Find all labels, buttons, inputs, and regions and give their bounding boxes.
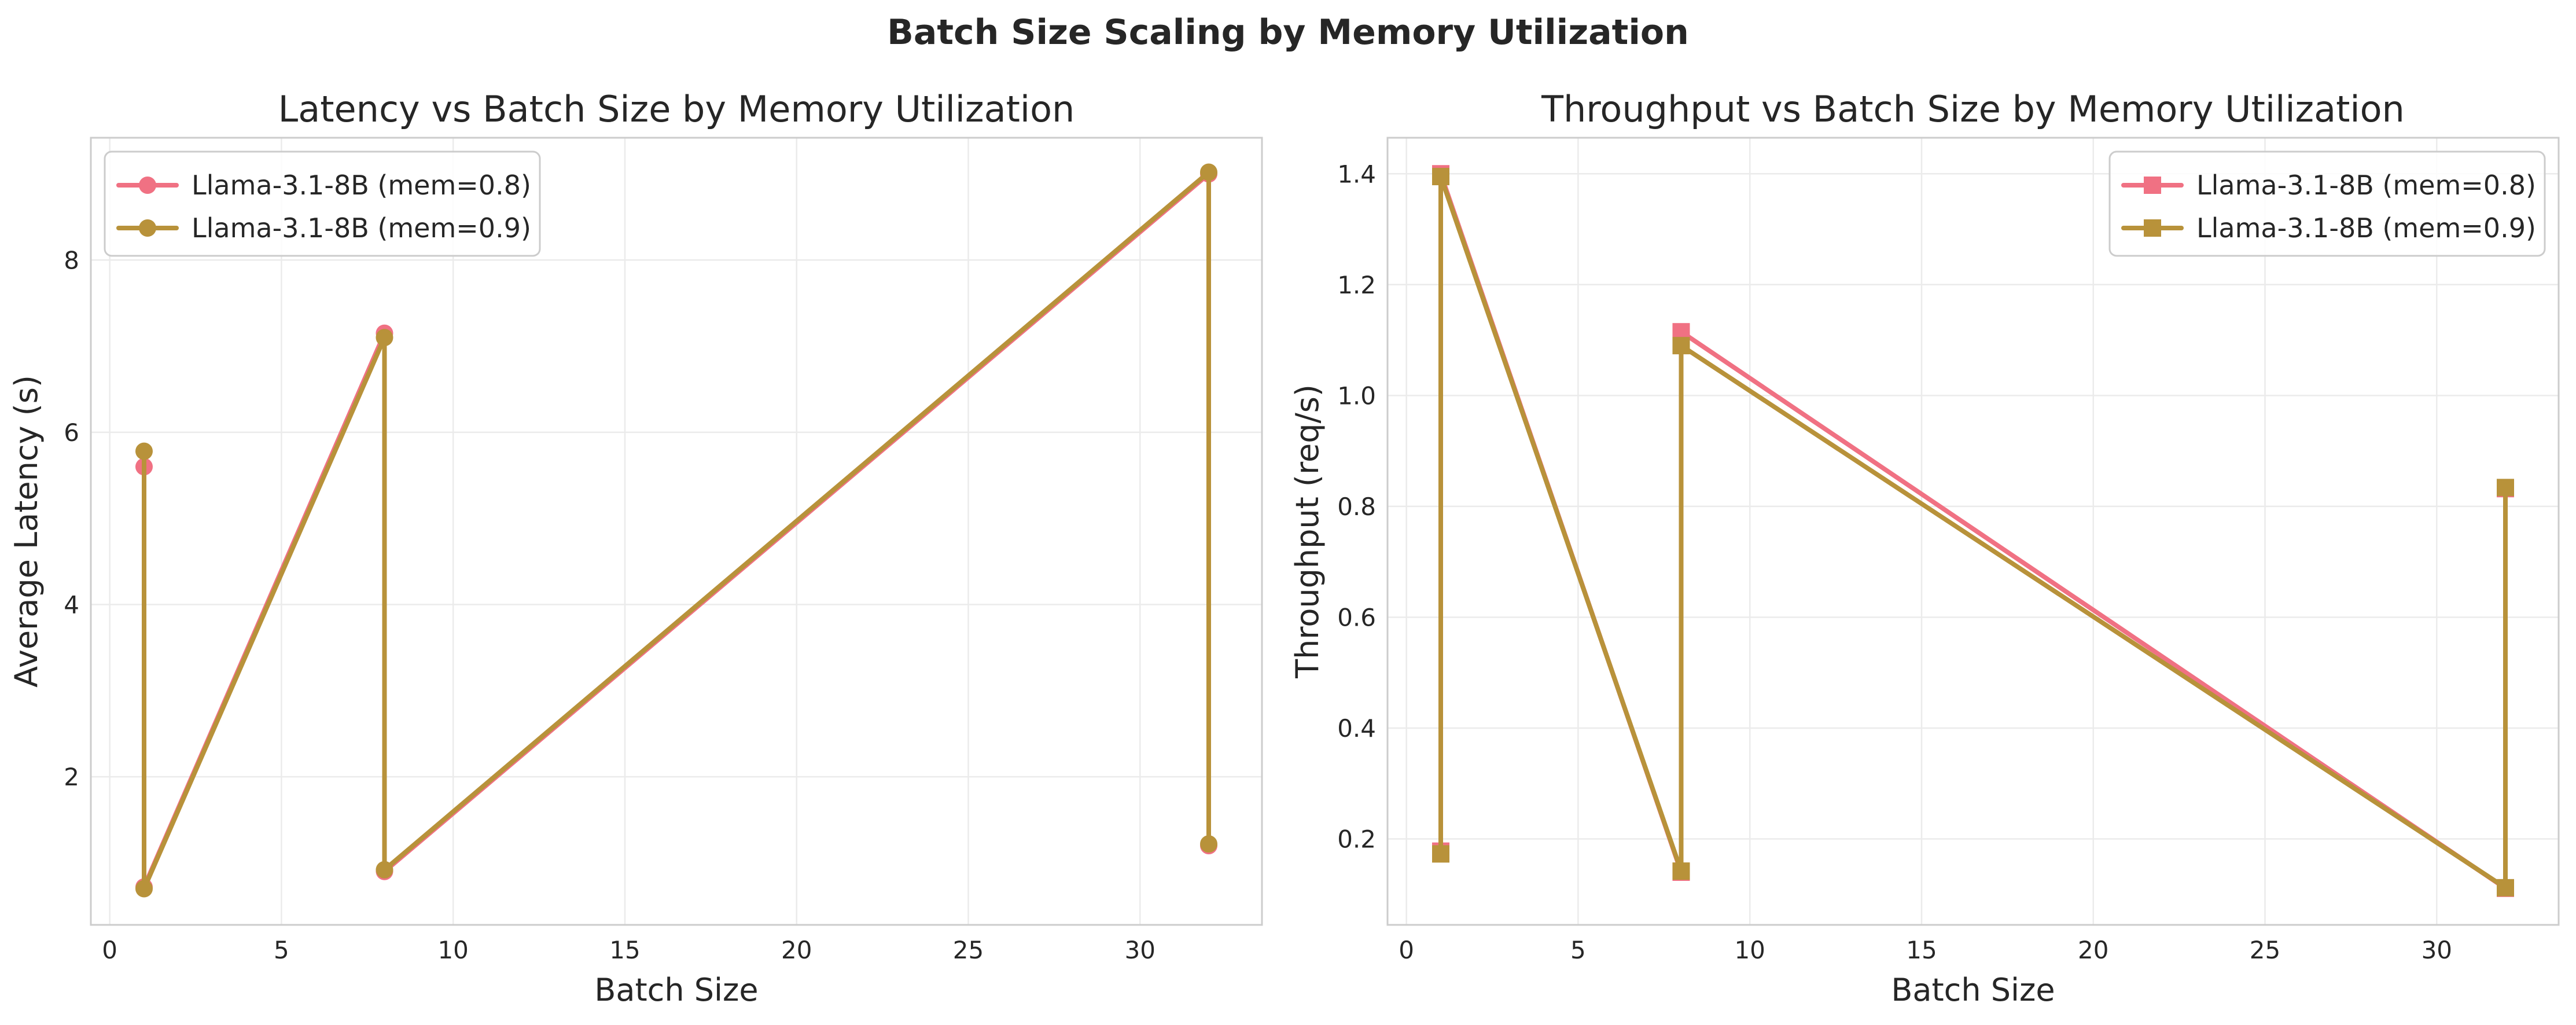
x-tick-label: 0 — [102, 936, 117, 964]
legend-marker — [139, 177, 156, 194]
y-tick-label: 0.8 — [1337, 493, 1376, 521]
x-tick-label: 30 — [1125, 936, 1155, 964]
subplot-title: Latency vs Batch Size by Memory Utilizat… — [278, 88, 1075, 130]
y-tick-label: 0.2 — [1337, 825, 1376, 854]
x-axis-label: Batch Size — [594, 972, 758, 1008]
series-line — [1438, 174, 2508, 890]
series-1 — [135, 165, 1217, 896]
x-tick-label: 5 — [274, 936, 289, 964]
x-tick-label: 25 — [2250, 936, 2280, 964]
legend-label: Llama-3.1-8B (mem=0.8) — [2196, 170, 2536, 201]
data-point — [1200, 163, 1217, 181]
legend-label: Llama-3.1-8B (mem=0.9) — [192, 212, 531, 244]
legend-marker — [2144, 177, 2161, 194]
y-axis-label: Throughput (req/s) — [1289, 384, 1326, 679]
data-point — [2497, 479, 2514, 497]
legend-entry: Llama-3.1-8B (mem=0.8) — [2121, 170, 2536, 201]
data-point — [1672, 862, 1690, 880]
grid-lines — [91, 138, 1262, 925]
x-tick-label: 15 — [1906, 936, 1937, 964]
data-point — [1432, 845, 1449, 863]
x-tick-label: 25 — [953, 936, 984, 964]
legend-marker — [2144, 219, 2161, 237]
x-tick-label: 30 — [2422, 936, 2452, 964]
subplot-title: Throughput vs Batch Size by Memory Utili… — [1541, 88, 2405, 130]
y-tick-label: 2 — [64, 763, 79, 791]
x-tick-label: 20 — [2078, 936, 2108, 964]
y-tick-label: 1.4 — [1337, 160, 1376, 188]
legend: Llama-3.1-8B (mem=0.8) Llama-3.1-8B (mem=… — [2108, 150, 2546, 257]
data-point — [135, 880, 153, 898]
y-tick-label: 1.2 — [1337, 271, 1376, 299]
y-tick-label: 6 — [64, 418, 79, 447]
legend-entry: Llama-3.1-8B (mem=0.9) — [116, 212, 531, 244]
data-point — [1672, 337, 1690, 355]
plot-frame — [90, 137, 1263, 926]
legend-box — [104, 150, 541, 257]
x-tick-label: 5 — [1570, 936, 1586, 964]
data-point — [376, 329, 393, 347]
data-point — [2497, 879, 2514, 897]
plot-frame — [1386, 137, 2560, 926]
legend: Llama-3.1-8B (mem=0.8) Llama-3.1-8B (mem=… — [104, 150, 541, 257]
grid-lines — [1388, 138, 2559, 925]
x-tick-label: 10 — [437, 936, 468, 964]
legend-entry: Llama-3.1-8B (mem=0.9) — [2121, 212, 2536, 244]
series-2 — [1432, 168, 2514, 897]
data-point — [135, 442, 153, 460]
legend-entry: Llama-3.1-8B (mem=0.8) — [116, 170, 531, 201]
tick-labels: 0 5 10 15 20 25 30 2 4 6 8 — [64, 246, 1155, 964]
series-line — [142, 171, 1211, 890]
y-tick-label: 0.6 — [1337, 603, 1376, 631]
x-tick-label: 20 — [781, 936, 812, 964]
y-axis-label: Average Latency (s) — [8, 375, 45, 688]
x-tick-label: 10 — [1734, 936, 1765, 964]
y-tick-label: 8 — [64, 246, 79, 274]
subplot-1: 0 5 10 15 20 25 30 2 4 6 8 Batch Size Average Latenc… — [8, 88, 1263, 1008]
x-tick-label: 0 — [1399, 936, 1414, 964]
tick-labels: 0 5 10 15 20 25 30 0.2 0.4 0.6 0.8 1.0 1.2 1.4 — [1337, 160, 2452, 964]
x-axis-label: Batch Size — [1891, 972, 2055, 1008]
y-tick-label: 4 — [64, 590, 79, 619]
data-point — [376, 861, 393, 879]
legend-box — [2108, 150, 2546, 257]
legend-marker — [139, 219, 156, 237]
data-point — [1200, 835, 1217, 853]
data-point — [1432, 168, 1449, 186]
subplot-2: 0 5 10 15 20 25 30 0.2 0.4 0.6 0.8 1.0 1.2 1.4 Batch S… — [1289, 88, 2560, 1008]
series-line — [142, 170, 1211, 891]
figure-suptitle: Batch Size Scaling by Memory Utilization — [887, 12, 1689, 53]
series-2 — [135, 163, 1217, 898]
legend-label: Llama-3.1-8B (mem=0.8) — [192, 170, 531, 201]
x-tick-label: 15 — [609, 936, 640, 964]
legend-label: Llama-3.1-8B (mem=0.9) — [2196, 212, 2536, 244]
y-tick-label: 0.4 — [1337, 714, 1376, 743]
y-tick-label: 1.0 — [1337, 381, 1376, 410]
